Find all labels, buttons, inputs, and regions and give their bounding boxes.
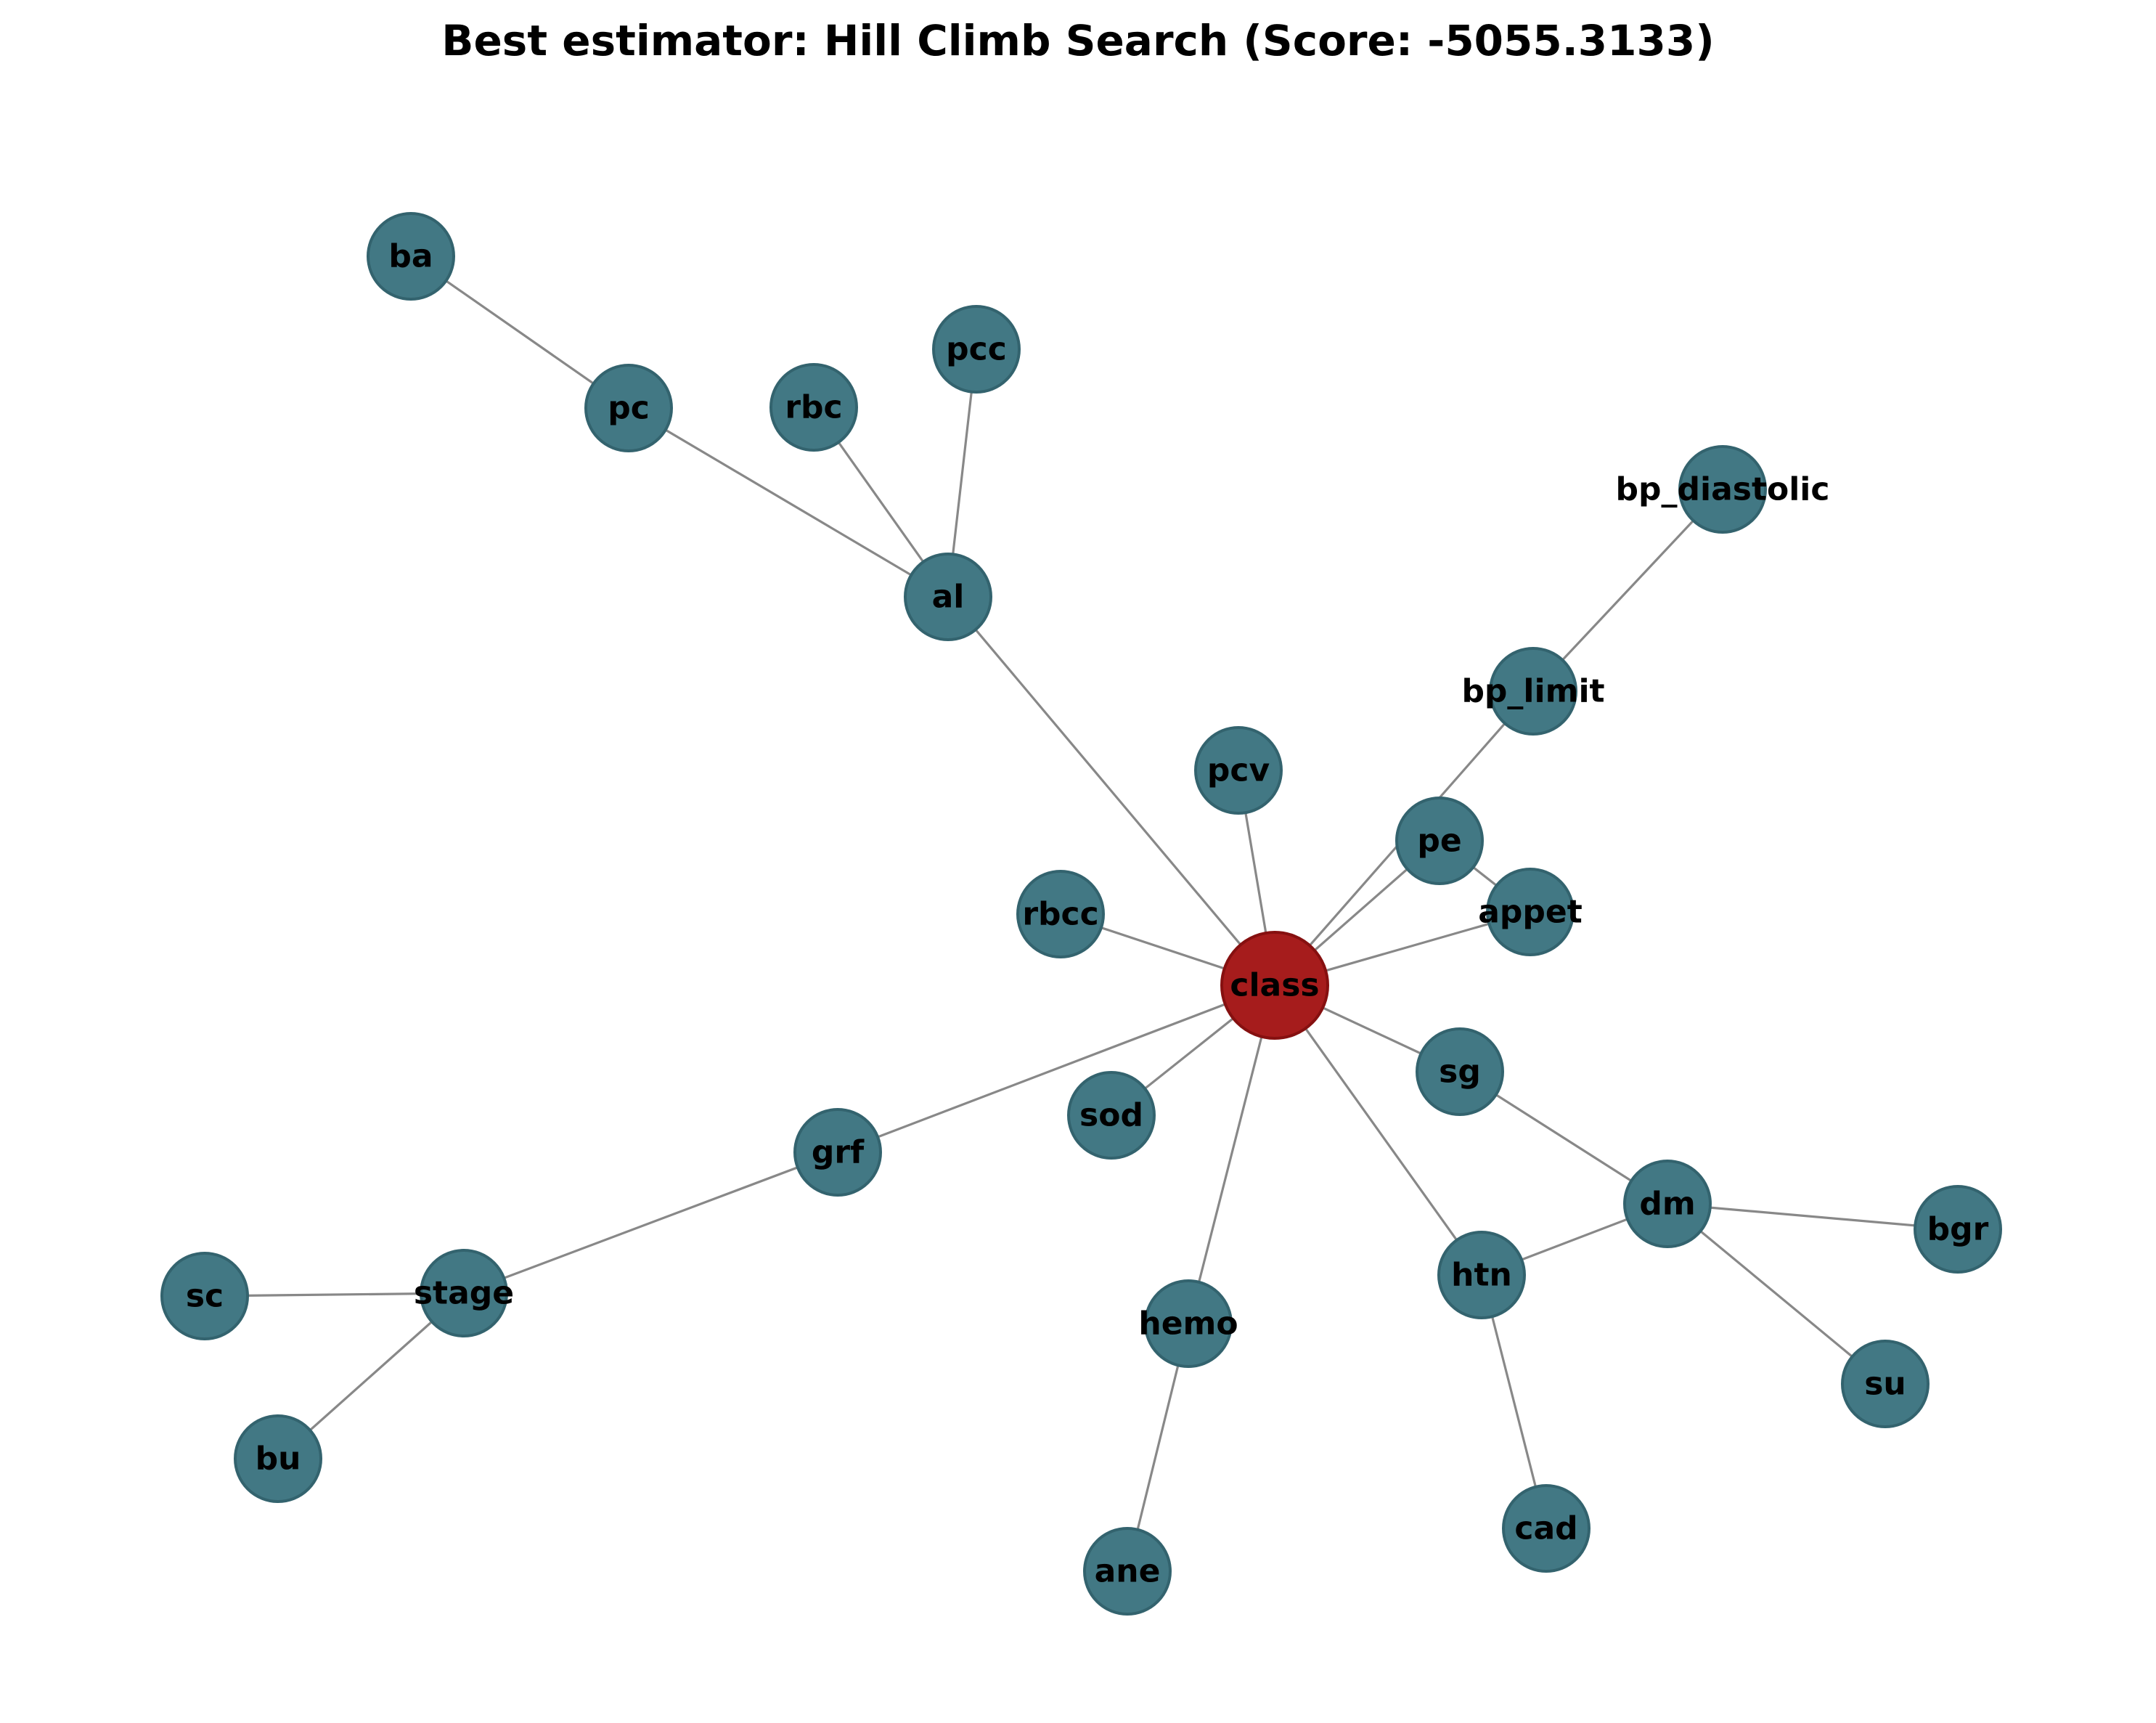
edge-al-class (947, 595, 1276, 987)
node-label-class: class (1230, 967, 1319, 1004)
node-circle-stage (420, 1249, 508, 1337)
nodes-layer: class ba pc rbc pcc al bp_diastolic bp_limitpcv… (160, 212, 2002, 1616)
edge-grf-class (837, 984, 1275, 1154)
node-circle-pc (584, 364, 673, 452)
node-circle-ba (367, 212, 455, 301)
node-label-su: su (1864, 1366, 1906, 1403)
node-circle-pcc (932, 305, 1021, 394)
node-su: su (1841, 1340, 1930, 1428)
node-bgr: bgr (1914, 1185, 2002, 1274)
node-label-appet: appet (1478, 894, 1583, 931)
node-cad: cad (1502, 1484, 1591, 1573)
node-circle-htn (1437, 1231, 1526, 1319)
node-pc: pc (584, 364, 673, 452)
node-hemo: hemo (1138, 1279, 1238, 1368)
node-pcc: pcc (932, 305, 1021, 394)
node-circle-sod (1067, 1071, 1156, 1160)
node-circle-bgr (1914, 1185, 2002, 1274)
node-circle-pe (1395, 797, 1484, 885)
node-label-htn: htn (1451, 1257, 1512, 1294)
node-label-bp_limit: bp_limit (1461, 673, 1604, 710)
node-label-al: al (932, 579, 965, 616)
node-label-cad: cad (1514, 1510, 1577, 1547)
node-label-bp_diastolic: bp_diastolic (1616, 471, 1830, 508)
node-circle-rbcc (1016, 870, 1105, 958)
node-ba: ba (367, 212, 455, 301)
node-circle-appet (1486, 868, 1575, 956)
edge-grf-stage (463, 1151, 838, 1295)
node-label-sod: sod (1079, 1097, 1143, 1134)
node-label-bgr: bgr (1927, 1211, 1989, 1248)
node-circle-rbc (769, 363, 858, 452)
node-circle-al (904, 553, 992, 641)
node-al: al (904, 553, 992, 641)
node-class: class (1220, 931, 1329, 1040)
node-appet: appet (1478, 868, 1583, 956)
edge-class-htn (1273, 985, 1483, 1276)
edge-dm-su (1666, 1202, 1887, 1385)
node-circle-sc (160, 1252, 249, 1340)
node-circle-sg (1416, 1027, 1504, 1116)
edge-pc-al (628, 407, 949, 598)
edge-bp_diastolic-bp_limit (1532, 488, 1724, 693)
node-circle-grf (793, 1108, 882, 1197)
node-circle-bp_limit (1489, 647, 1577, 736)
node-circle-pcv (1194, 726, 1283, 815)
node-sc: sc (160, 1252, 249, 1340)
node-pe: pe (1395, 797, 1484, 885)
node-label-bu: bu (256, 1441, 301, 1478)
node-stage: stage (414, 1249, 514, 1337)
node-dm: dm (1623, 1160, 1712, 1248)
node-label-pc: pc (608, 390, 650, 427)
node-label-pcv: pcv (1207, 752, 1270, 789)
node-pcv: pcv (1194, 726, 1283, 815)
node-label-stage: stage (414, 1275, 514, 1312)
node-circle-bp_diastolic (1678, 445, 1767, 534)
node-circle-class (1220, 931, 1329, 1040)
node-circle-su (1841, 1340, 1930, 1428)
node-grf: grf (793, 1108, 882, 1197)
node-label-sc: sc (186, 1278, 224, 1315)
node-rbc: rbc (769, 363, 858, 452)
node-circle-ane (1083, 1527, 1172, 1616)
node-ane: ane (1083, 1527, 1172, 1616)
node-rbcc: rbcc (1016, 870, 1105, 958)
node-bp_diastolic: bp_diastolic (1616, 445, 1830, 534)
node-label-grf: grf (812, 1134, 865, 1171)
node-label-ba: ba (388, 238, 433, 275)
node-circle-dm (1623, 1160, 1712, 1248)
node-label-pcc: pcc (946, 331, 1007, 368)
node-sg: sg (1416, 1027, 1504, 1116)
node-label-hemo: hemo (1138, 1306, 1238, 1343)
node-label-rbc: rbc (785, 389, 842, 426)
node-label-sg: sg (1439, 1054, 1481, 1091)
node-bu: bu (234, 1414, 322, 1503)
node-circle-hemo (1144, 1279, 1233, 1368)
graph-title: Best estimator: Hill Climb Search (Score… (441, 16, 1715, 65)
node-label-pe: pe (1417, 823, 1461, 860)
node-circle-bu (234, 1414, 322, 1503)
edge-dm-bgr (1667, 1202, 1959, 1231)
node-circle-cad (1502, 1484, 1591, 1573)
node-label-dm: dm (1639, 1186, 1695, 1223)
node-label-rbcc: rbcc (1022, 896, 1098, 933)
node-bp_limit: bp_limit (1461, 647, 1605, 736)
node-label-ane: ane (1095, 1553, 1161, 1590)
edge-class-hemo (1187, 985, 1276, 1324)
node-htn: htn (1437, 1231, 1526, 1319)
node-sod: sod (1067, 1071, 1156, 1160)
